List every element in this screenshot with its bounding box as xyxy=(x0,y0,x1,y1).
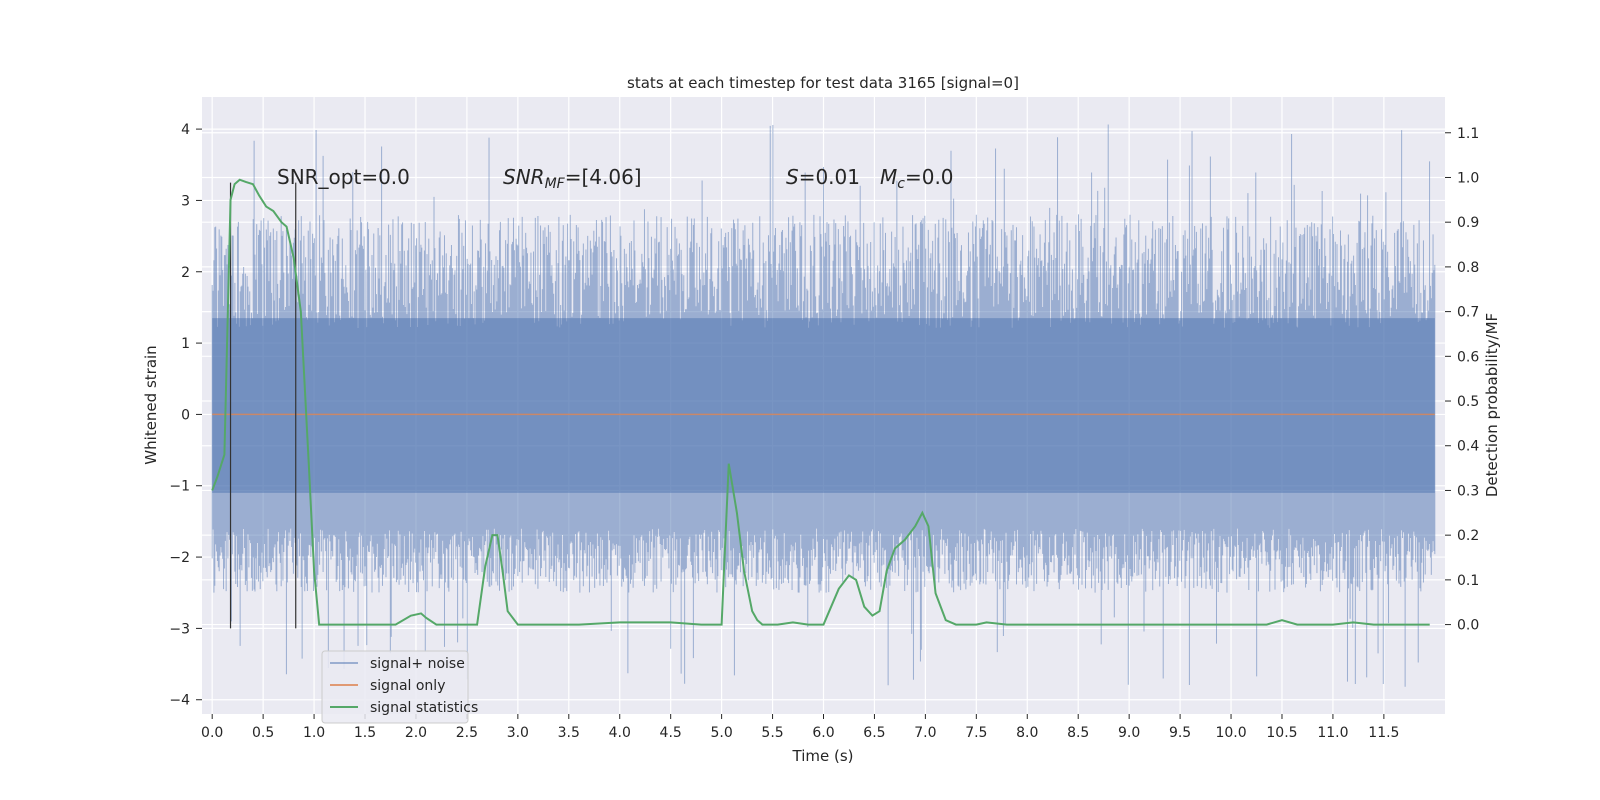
x-tick-label: 3.5 xyxy=(558,725,580,741)
legend-box xyxy=(321,650,469,724)
snr-mf-sub: MF xyxy=(545,176,566,192)
x-tick-label: 11.0 xyxy=(1317,725,1348,741)
y-left-tick-label: −1 xyxy=(169,479,190,495)
y-right-tick-label: 0.9 xyxy=(1457,215,1479,231)
annotation-s: S=0.01 xyxy=(786,165,860,189)
y-right-tick-label: 1.0 xyxy=(1457,170,1479,186)
y-right-tick-label: 0.2 xyxy=(1457,528,1479,544)
snr-mf-base: SNR xyxy=(503,165,545,189)
x-tick-label: 0.5 xyxy=(252,725,274,741)
x-tick-label: 10.0 xyxy=(1215,725,1246,741)
x-tick-label: 8.0 xyxy=(1016,725,1038,741)
s-symbol: S xyxy=(786,165,799,189)
y-right-tick-label: 0.6 xyxy=(1457,349,1479,365)
legend: signal+ noise signal only signal statist… xyxy=(321,650,478,724)
chart-title: stats at each timestep for test data 316… xyxy=(627,74,1019,92)
snr-mf-value: =[4.06] xyxy=(565,165,642,189)
x-tick-label: 2.5 xyxy=(456,725,478,741)
x-tick-label: 3.0 xyxy=(507,725,529,741)
y-left-tick-label: −3 xyxy=(169,621,190,637)
annotation-snr-mf: SNRMF=[4.06] xyxy=(503,165,642,192)
y-right-tick-label: 0.8 xyxy=(1457,260,1479,276)
legend-label-signal-statistics: signal statistics xyxy=(370,700,478,716)
y-left-tick-label: 4 xyxy=(181,122,190,138)
y-left-tick-label: 2 xyxy=(181,265,190,281)
signal-noise-trace xyxy=(211,124,1436,687)
x-tick-label: 0.0 xyxy=(201,725,223,741)
annotation-snr-opt: SNR_opt=0.0 xyxy=(277,165,410,189)
x-axis-label: Time (s) xyxy=(792,747,854,765)
x-tick-label: 11.5 xyxy=(1368,725,1399,741)
x-tick-label: 1.5 xyxy=(354,725,376,741)
s-value: =0.01 xyxy=(799,165,860,189)
x-tick-label: 6.0 xyxy=(812,725,834,741)
x-tick-label: 7.5 xyxy=(965,725,987,741)
y-left-tick-label: 0 xyxy=(181,407,190,423)
signal-noise-series xyxy=(211,124,1436,687)
y-left-tick-label: 3 xyxy=(181,193,190,209)
x-tick-label: 10.5 xyxy=(1266,725,1297,741)
mc-symbol: M xyxy=(880,165,897,189)
x-tick-label: 4.5 xyxy=(660,725,682,741)
legend-label-signal-only: signal only xyxy=(370,678,445,694)
y-axis-label-left: Whitened strain xyxy=(142,345,160,464)
y-left-tick-label: −4 xyxy=(169,693,190,709)
x-tick-label: 5.0 xyxy=(710,725,732,741)
x-tick-label: 9.5 xyxy=(1169,725,1191,741)
y-right-tick-label: 0.3 xyxy=(1457,483,1479,499)
legend-label-signal-noise: signal+ noise xyxy=(370,656,465,672)
y-ticks-left: 4 3 2 1 0 −1 −2 −3 −4 xyxy=(169,122,202,709)
x-tick-label: 1.0 xyxy=(303,725,325,741)
x-tick-label: 7.0 xyxy=(914,725,936,741)
y-ticks-right: 1.1 1.0 0.9 0.8 0.7 0.6 0.5 0.4 0.3 0.2 0.1 0.0 xyxy=(1445,126,1479,634)
x-tick-label: 2.0 xyxy=(405,725,427,741)
y-right-tick-label: 1.1 xyxy=(1457,126,1479,142)
y-right-tick-label: 0.4 xyxy=(1457,439,1479,455)
y-axis-label-right: Detection probability/MF xyxy=(1483,313,1501,497)
x-tick-label: 4.0 xyxy=(609,725,631,741)
signal-statistics-line xyxy=(211,178,1430,626)
y-right-tick-label: 0.5 xyxy=(1457,394,1479,410)
vertical-markers xyxy=(229,182,297,629)
x-tick-label: 9.0 xyxy=(1118,725,1140,741)
y-right-tick-label: 0.7 xyxy=(1457,305,1479,321)
mc-sub: c xyxy=(897,176,905,192)
y-right-tick-label: 0.1 xyxy=(1457,573,1479,589)
y-left-tick-label: −2 xyxy=(169,550,190,566)
x-tick-label: 8.5 xyxy=(1067,725,1089,741)
x-tick-label: 5.5 xyxy=(761,725,783,741)
y-right-tick-label: 0.0 xyxy=(1457,618,1479,634)
mc-value: =0.0 xyxy=(905,165,954,189)
x-tick-label: 6.5 xyxy=(863,725,885,741)
y-left-tick-label: 1 xyxy=(181,336,190,352)
annotation-mc: Mc=0.0 xyxy=(880,165,954,192)
x-ticks: 0.0 0.5 1.0 1.5 2.0 2.5 3.0 3.5 4.0 4.5 5.0 5.5 6.0 6… xyxy=(201,714,1399,741)
